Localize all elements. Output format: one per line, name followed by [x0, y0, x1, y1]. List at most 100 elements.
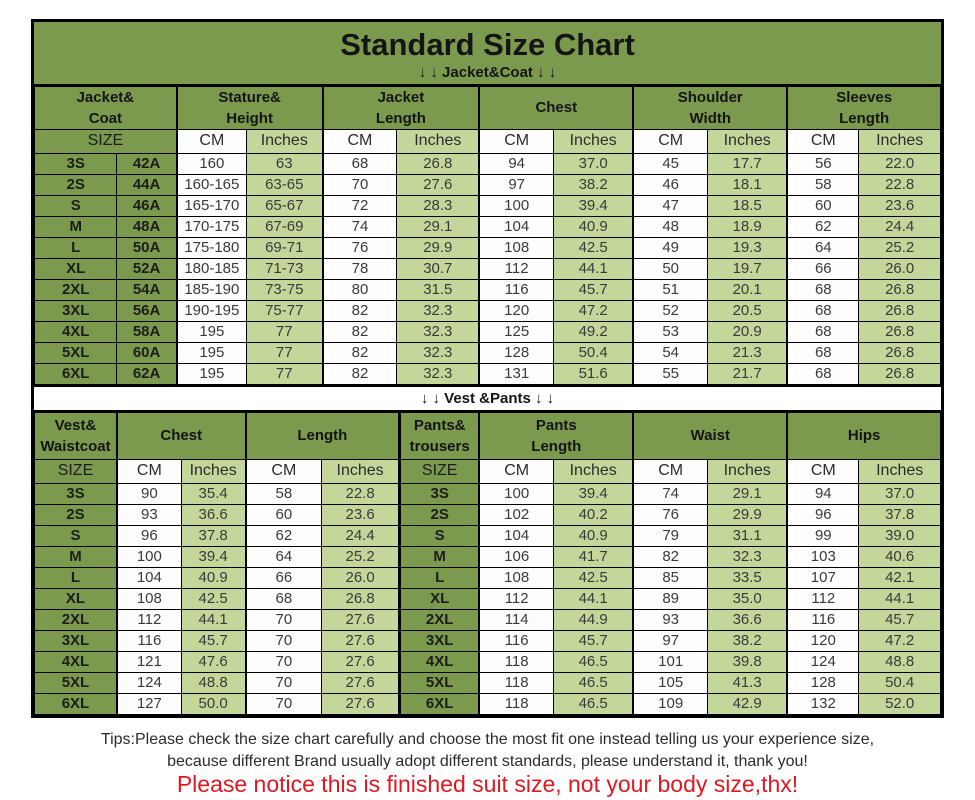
table-cell: 18.1 [707, 173, 788, 196]
table-cell: S [33, 194, 118, 217]
title-band: Standard Size Chart ↓ ↓ Jacket&Coat ↓ ↓ [34, 22, 941, 86]
page-title: Standard Size Chart [340, 27, 635, 62]
table-cell: 39.0 [858, 524, 941, 547]
table-cell: 80 [321, 278, 398, 301]
inches-header: Inches [245, 128, 324, 154]
table-cell: 39.4 [553, 482, 634, 505]
table-cell: 48A [116, 215, 178, 238]
table-cell: 3XL [398, 629, 480, 652]
table-cell: 52A [116, 257, 178, 280]
cm-header: CM [786, 458, 860, 484]
table-cell: 90 [115, 482, 182, 505]
table-cell: 71-73 [245, 257, 324, 280]
inches-header: Inches [321, 458, 401, 484]
table-cell: 77 [245, 320, 324, 343]
table-row: L 104 40.9 66 26.0 L 108 42.5 85 33.5 107 42.1 [33, 566, 941, 589]
table-cell: 160 [175, 152, 247, 175]
table-row: XL 52A 180-185 71-73 78 30.7 112 44.1 50 19.7 66 26… [33, 257, 941, 280]
table-cell: 45.7 [858, 608, 941, 631]
table-cell: 5XL [33, 671, 118, 694]
table-cell: 56A [116, 299, 178, 322]
table-cell: 64 [244, 545, 323, 568]
table-cell: 65-67 [245, 194, 324, 217]
table-cell: 32.3 [396, 341, 480, 364]
table-cell: 66 [244, 566, 323, 589]
table-cell: 124 [115, 671, 182, 694]
table-cell: 37.8 [858, 503, 941, 526]
table-row: 5XL 60A 195 77 82 32.3 128 50.4 54 21.3 68 26.8 [33, 341, 941, 364]
table-cell: 85 [632, 566, 709, 589]
table-cell: 68 [786, 341, 860, 364]
table-row: S 96 37.8 62 24.4 S 104 40.9 79 31.1 99 39.0 [33, 524, 941, 547]
table-cell: 18.5 [707, 194, 788, 217]
table-cell: 44.1 [553, 257, 634, 280]
table-cell: 76 [321, 236, 398, 259]
table-cell: 19.7 [707, 257, 788, 280]
inches-header: Inches [553, 128, 634, 154]
vest-subheader-row: SIZE CM Inches CM Inches SIZE CM Inches … [33, 458, 941, 484]
table-cell: 74 [321, 215, 398, 238]
table-cell: 27.6 [321, 671, 401, 694]
table-cell: 70 [321, 173, 398, 196]
table-cell: 58A [116, 320, 178, 343]
table-cell: 39.4 [180, 545, 247, 568]
table-cell: 46.5 [553, 650, 634, 673]
table-cell: M [398, 545, 480, 568]
tips-line-1: Tips:Please check the size chart careful… [100, 731, 875, 748]
table-cell: 54A [116, 278, 178, 301]
table-cell: 36.6 [180, 503, 247, 526]
jacket-subheader-row: SIZE CM Inches CM Inches CM Inches CM In… [33, 128, 941, 154]
table-cell: XL [33, 587, 118, 610]
pants-size-header: SIZE [398, 458, 480, 484]
table-cell: 6XL [33, 692, 118, 715]
table-cell: M [33, 545, 118, 568]
table-cell: 50A [116, 236, 178, 259]
vest-table-body: 3S 90 35.4 58 22.8 3S 100 39.4 74 29.1 94 37.0 2S 93 3… [33, 482, 941, 715]
cm-header: CM [632, 458, 709, 484]
inches-header: Inches [180, 458, 247, 484]
table-cell: 42.9 [707, 692, 788, 715]
table-cell: 49 [632, 236, 709, 259]
vest-group-chest: Chest [115, 411, 247, 460]
table-cell: 112 [478, 257, 555, 280]
table-cell: 93 [632, 608, 709, 631]
table-cell: 28.3 [396, 194, 480, 217]
table-row: 2XL 112 44.1 70 27.6 2XL 114 44.9 93 36.6 116 45.7 [33, 608, 941, 631]
table-cell: 42.5 [553, 236, 634, 259]
table-cell: 96 [115, 524, 182, 547]
table-row: XL 108 42.5 68 26.8 XL 112 44.1 89 35.0 112 44.1 [33, 587, 941, 610]
table-cell: 170-175 [175, 215, 247, 238]
table-cell: 100 [478, 194, 555, 217]
vest-group-length: Length [244, 411, 401, 460]
table-cell: 3S [33, 482, 118, 505]
table-cell: S [33, 524, 118, 547]
table-cell: 104 [115, 566, 182, 589]
tips-line-2: because different Brand usually adopt di… [167, 752, 808, 770]
table-cell: 77 [245, 362, 324, 385]
table-cell: 27.6 [321, 692, 401, 715]
table-cell: 109 [632, 692, 709, 715]
table-cell: 48.8 [180, 671, 247, 694]
table-cell: 44.1 [180, 608, 247, 631]
table-cell: 82 [321, 362, 398, 385]
table-cell: 26.8 [321, 587, 401, 610]
inches-header: Inches [858, 128, 941, 154]
table-cell: 104 [478, 215, 555, 238]
table-cell: 44A [116, 173, 178, 196]
vest-pants-table: Vest& Waistcoat Chest Length Pants& trou… [33, 411, 942, 715]
jacket-group-jacket-coat: Jacket& Coat [33, 85, 178, 130]
table-cell: 55 [632, 362, 709, 385]
table-cell: 20.5 [707, 299, 788, 322]
table-cell: 72 [321, 194, 398, 217]
table-cell: 50 [632, 257, 709, 280]
table-cell: 128 [786, 671, 860, 694]
table-cell: 68 [786, 362, 860, 385]
table-cell: 38.2 [553, 173, 634, 196]
table-cell: 74 [632, 482, 709, 505]
table-cell: 175-180 [175, 236, 247, 259]
table-cell: 6XL [33, 362, 118, 385]
table-cell: 76 [632, 503, 709, 526]
table-cell: 52.0 [858, 692, 941, 715]
cm-header: CM [632, 128, 709, 154]
table-cell: 70 [244, 608, 323, 631]
